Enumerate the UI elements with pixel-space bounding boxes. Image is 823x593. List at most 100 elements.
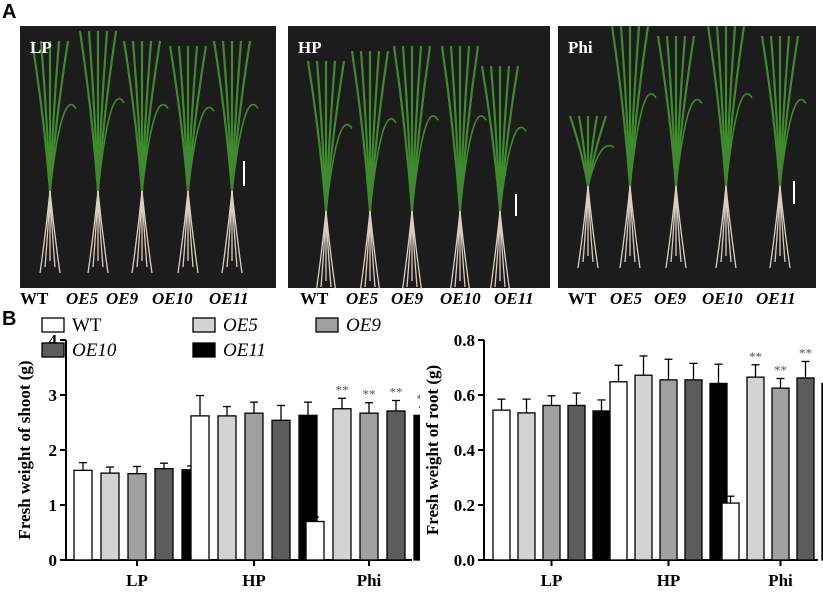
seedling-leaf: [675, 98, 703, 187]
bar: [796, 377, 815, 561]
y-tick-label: 3: [49, 386, 58, 405]
seedling-leaf: [499, 126, 527, 212]
bar: [332, 408, 352, 561]
genotype-label: OE11: [494, 289, 534, 308]
x-tick-label: Phi: [768, 571, 793, 590]
seedling-root: [629, 185, 641, 269]
seedling-illustration: [212, 40, 259, 274]
significance-marker: **: [390, 385, 403, 400]
seedling-illustration: [760, 35, 807, 269]
seedling-root: [402, 210, 413, 288]
seedling-root: [459, 210, 470, 288]
seedling-root: [49, 190, 61, 274]
seedling-root: [97, 190, 109, 274]
genotype-row-lp: WT OE5 OE9 OE10 OE11: [20, 289, 276, 309]
significance-marker: **: [336, 382, 349, 397]
bar: [634, 374, 653, 561]
genotype-label: OE9: [654, 289, 687, 308]
seedling-illustration: [350, 50, 397, 288]
seedling-root: [411, 210, 422, 288]
photo-phi: Phi: [558, 26, 816, 288]
seedling-leaf: [49, 103, 77, 192]
root-weight-chart: 0.0 0.2 0.4 0.6 0.8 Fresh weight of root (g) L…: [423, 331, 823, 590]
seedling-leaf: [411, 115, 439, 212]
bar: [746, 376, 765, 561]
genotype-label: OE11: [209, 289, 249, 308]
seedling-illustration: [568, 115, 615, 269]
seedling-illustration: [480, 65, 527, 288]
bar: [721, 502, 740, 561]
genotype-label: WT: [568, 289, 597, 308]
seedling-illustration: [610, 26, 657, 269]
seedling-illustration: [440, 45, 487, 288]
seedling-leaf: [231, 103, 259, 192]
seedling-leaf: [97, 97, 125, 192]
legend-swatch: [192, 342, 216, 358]
seedling-root: [675, 185, 687, 269]
bar: [271, 419, 291, 561]
photo-label-lp: LP: [30, 38, 52, 57]
plants-hp: [306, 45, 527, 288]
bar: [217, 415, 237, 561]
genotype-label: OE9: [391, 289, 424, 308]
bar: [684, 379, 703, 561]
seedling-leaf: [629, 92, 657, 187]
bar: [73, 469, 93, 561]
seedling-illustration: [122, 40, 169, 274]
seedling-root: [450, 210, 461, 288]
seedling-illustration: [306, 60, 353, 288]
photo-hp: HP: [288, 26, 550, 288]
bar: [517, 412, 536, 561]
significance-marker: **: [799, 345, 812, 360]
x-tick-label: HP: [242, 571, 266, 590]
photo-lp: LP: [20, 26, 276, 288]
significance-marker: **: [749, 349, 762, 364]
panel-label-a: A: [2, 1, 17, 23]
x-tick-label: HP: [657, 571, 681, 590]
seedling-root: [587, 185, 599, 269]
seedling-leaf: [369, 117, 397, 212]
panel-label-b: B: [2, 308, 17, 330]
legend-label: OE9: [346, 315, 381, 336]
bar: [244, 412, 264, 561]
seedling-root: [360, 210, 371, 288]
y-tick-label: 4: [49, 331, 58, 350]
legend-swatch: [41, 317, 65, 333]
bar: [100, 472, 120, 561]
seedling-leaf: [325, 123, 353, 212]
bar: [492, 409, 511, 561]
photo-label-phi: Phi: [568, 38, 593, 57]
y-tick-label: 0.6: [454, 386, 475, 405]
y-tick-label: 0: [49, 551, 58, 570]
genotype-row-hp: WT OE5 OE9 OE10 OE11: [300, 289, 562, 309]
legend-label: OE11: [223, 340, 266, 361]
x-tick-label: LP: [126, 571, 148, 590]
seedling-root: [316, 210, 327, 288]
genotype-label: WT: [20, 289, 49, 308]
genotype-label: OE9: [106, 289, 139, 308]
seedling-root: [490, 210, 501, 288]
bar: [542, 404, 561, 561]
seedling-illustration: [392, 45, 439, 288]
bar: [609, 381, 628, 561]
legend-label: OE5: [223, 315, 258, 336]
bar: [567, 404, 586, 561]
seedling-root: [499, 210, 510, 288]
seedling-root: [325, 210, 336, 288]
y-axis-title: Fresh weight of shoot (g): [15, 360, 34, 539]
plants-phi: [568, 26, 807, 269]
seedling-leaf: [141, 103, 169, 192]
y-tick-label: 1: [49, 496, 58, 515]
significance-marker: **: [774, 363, 787, 378]
y-axis-title: Fresh weight of root (g): [423, 365, 442, 535]
legend-swatch: [41, 342, 65, 358]
y-tick-label: 2: [49, 441, 58, 460]
y-tick-label: 0.2: [454, 496, 475, 515]
genotype-label: OE10: [702, 289, 743, 308]
photo-label-hp: HP: [298, 38, 322, 57]
bar: [190, 415, 210, 561]
seedling-illustration: [656, 35, 703, 269]
plants-lp: [30, 30, 259, 274]
seedling-leaf: [587, 145, 615, 187]
seedling-leaf: [187, 106, 215, 192]
